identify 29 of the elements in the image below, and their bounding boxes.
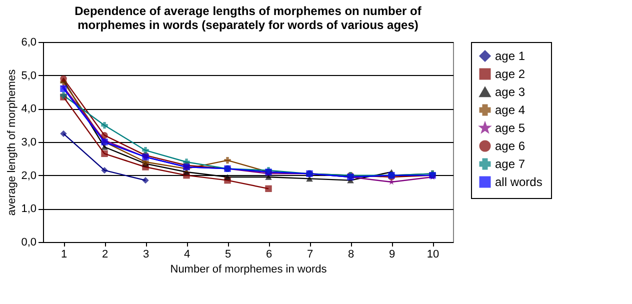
x-tick-label: 3 xyxy=(142,248,150,260)
x-tick-label: 1 xyxy=(60,248,68,260)
legend-label: age 4 xyxy=(495,103,526,117)
y-tick-label: 0,0 xyxy=(21,236,36,248)
x-tick-label: 7 xyxy=(306,248,314,260)
x-tick-label: 10 xyxy=(426,248,440,260)
legend-label: age 5 xyxy=(495,121,526,135)
x-tick-label: 8 xyxy=(348,248,354,260)
legend-label: age 7 xyxy=(495,157,526,171)
y-axis-title: average length of morphemes xyxy=(6,68,18,216)
x-tick-label: 9 xyxy=(388,248,396,260)
y-tick-label: 5,0 xyxy=(21,70,36,82)
legend-label: age 1 xyxy=(495,49,526,63)
y-tick-label: 4,0 xyxy=(21,103,36,116)
y-tick-label: 6,0 xyxy=(21,36,36,48)
text: Dependence of average lengths of morphemes on number of xyxy=(74,4,422,18)
legend-label: age 3 xyxy=(495,85,526,99)
x-tick-label: 6 xyxy=(266,248,272,260)
x-tick-label: 5 xyxy=(224,248,232,260)
text: morphemes in words (separately for words of various ages) xyxy=(78,18,418,32)
x-axis-title: Number of morphemes in words xyxy=(170,264,328,276)
legend-label: all words xyxy=(495,175,542,189)
y-tick-label: 1,0 xyxy=(21,203,36,216)
y-tick-label: 2,0 xyxy=(21,170,36,182)
x-tick-label: 2 xyxy=(102,248,108,260)
legend-label: age 2 xyxy=(495,67,526,81)
legend-label: age 6 xyxy=(495,139,526,153)
y-tick-label: 3,0 xyxy=(21,136,36,148)
x-tick-label: 4 xyxy=(184,248,190,260)
